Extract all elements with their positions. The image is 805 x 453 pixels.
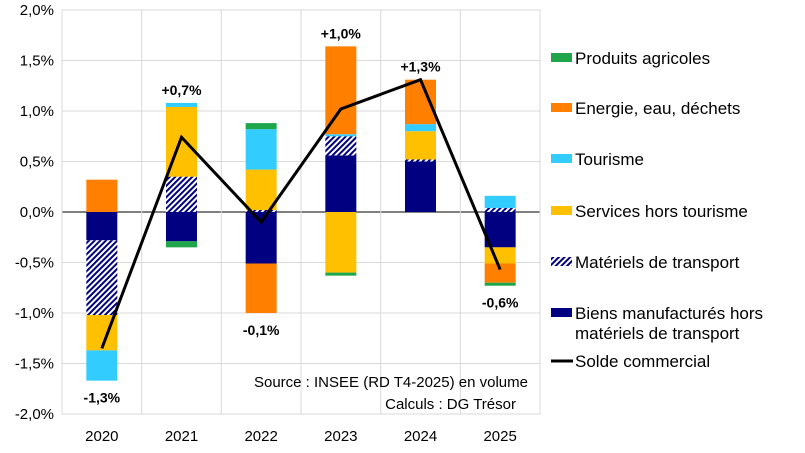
source-note: Source : INSEE (RD T4-2025) en volume [254,374,528,391]
data-label: +0,7% [161,82,202,98]
bar-segment [485,247,516,263]
bar-segment [405,124,436,131]
legend-label: Energie, eau, déchets [575,99,740,118]
bar-segment [86,240,117,315]
bar-segment [166,212,197,241]
data-label: +1,3% [400,59,441,75]
y-tick-label: 1,0% [20,103,54,120]
bar-segment [246,123,277,129]
bar-segment [325,136,356,155]
data-label: -0,6% [482,295,519,311]
legend-swatch [551,53,572,62]
data-label: -0,1% [243,322,280,338]
bar-segment [325,273,356,276]
bar-segment [86,180,117,212]
bar-segment [246,170,277,210]
y-tick-label: -1,5% [15,356,54,373]
legend-swatch [551,308,572,317]
x-tick-label: 2025 [483,428,516,445]
bar-segment [246,129,277,169]
bar-segment [325,155,356,212]
bar-segment [166,177,197,212]
bar-segment [325,134,356,136]
y-tick-label: 2,0% [20,2,54,19]
bar-segment [485,208,516,212]
legend-label: Solde commercial [575,352,710,371]
bar-segment [86,212,117,240]
bar-segment [246,264,277,313]
legend-label: Produits agricoles [575,49,710,68]
bar-segment [485,196,516,208]
y-tick-label: -2,0% [15,406,54,423]
legend-label: Matériels de transport [575,253,740,272]
x-tick-label: 2024 [404,428,437,445]
x-tick-label: 2021 [165,428,198,445]
legend-swatch [551,257,572,266]
y-tick-label: 1,5% [20,53,54,70]
bar-segment [166,241,197,247]
legend-swatch [551,103,572,112]
calculs-note: Calculs : DG Trésor [385,396,516,413]
bar-segment [166,103,197,107]
legend-label: Tourisme [575,150,644,169]
x-tick-label: 2023 [324,428,357,445]
y-tick-label: 0,0% [20,204,54,221]
y-tick-label: -0,5% [15,255,54,272]
bar-segment [325,212,356,273]
bar-segment [405,131,436,159]
legend-swatch [551,206,572,215]
x-tick-label: 2022 [244,428,277,445]
bar-segment [405,162,436,213]
annotations: Source : INSEE (RD T4-2025) en volume Cal… [254,374,528,413]
y-tick-label: -1,0% [15,305,54,322]
y-tick-label: 0,5% [20,154,54,171]
data-label: -1,3% [84,390,121,406]
legend: Produits agricoles Energie, eau, déchets T… [551,49,763,371]
legend-swatch [551,154,572,163]
x-tick-label: 2020 [85,428,118,445]
bar-segment [405,159,436,161]
bar-segment [325,46,356,134]
bar-segment [86,350,117,380]
bar-segment [485,283,516,286]
data-label: +1,0% [321,25,362,41]
grid [62,10,540,414]
legend-label: Services hors tourisme [575,202,748,221]
